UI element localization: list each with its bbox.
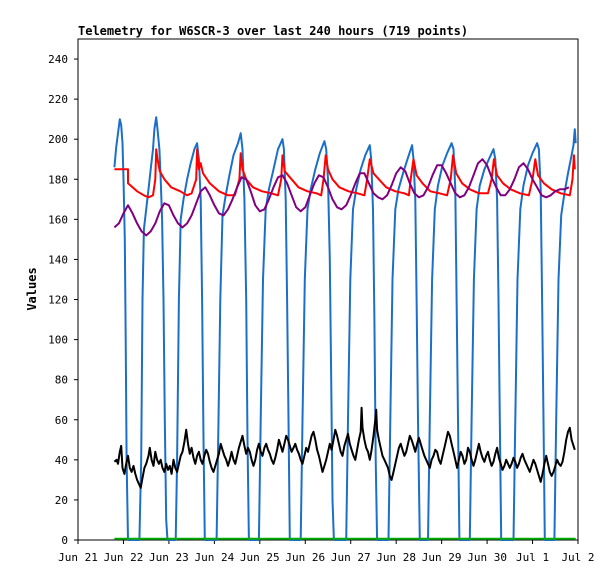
y-tick-label: 200 [48,133,68,146]
y-tick-label: 80 [55,374,68,387]
x-tick-label: Jun 29 [422,551,462,564]
x-tick-label: Jun 25 [240,551,280,564]
y-tick-label: 120 [48,294,68,307]
y-tick-label: 240 [48,53,68,66]
x-axis: Jun 21 Jun 22 Jun 23 Jun 24 Jun 25 Jun 26 Jun … [58,540,595,564]
chart-title: Telemetry for W6SCR-3 over last 240 hour… [78,24,468,38]
y-tick-label: 60 [55,414,68,427]
x-tick-label: Jul 1 [516,551,549,564]
x-tick-label: Jun 30 [467,551,507,564]
y-axis: 0 20 40 60 80 100 120 140 160 180 200 220 240 [48,53,78,547]
x-tick-label: Jun 23 [149,551,189,564]
y-tick-label: 40 [55,454,68,467]
series-layer [113,116,577,541]
y-tick-label: 100 [48,334,68,347]
x-tick-label: Jun 26 [285,551,325,564]
x-tick-label: Jun 28 [376,551,416,564]
x-tick-label: Jun 21 [58,551,98,564]
y-tick-label: 140 [48,253,68,266]
x-tick-label: Jul 2 [561,551,594,564]
y-tick-label: 220 [48,93,68,106]
x-tick-label: Jun 27 [331,551,371,564]
x-tick-label: Jun 22 [104,551,144,564]
y-axis-label: Values [25,267,39,310]
x-tick-label: Jun 24 [194,551,234,564]
y-tick-label: 0 [61,534,68,547]
series-line-purple [113,158,570,237]
y-tick-label: 160 [48,213,68,226]
series-line-red [114,148,576,199]
y-tick-label: 180 [48,173,68,186]
y-tick-label: 20 [55,494,68,507]
series-line-black [113,406,576,489]
